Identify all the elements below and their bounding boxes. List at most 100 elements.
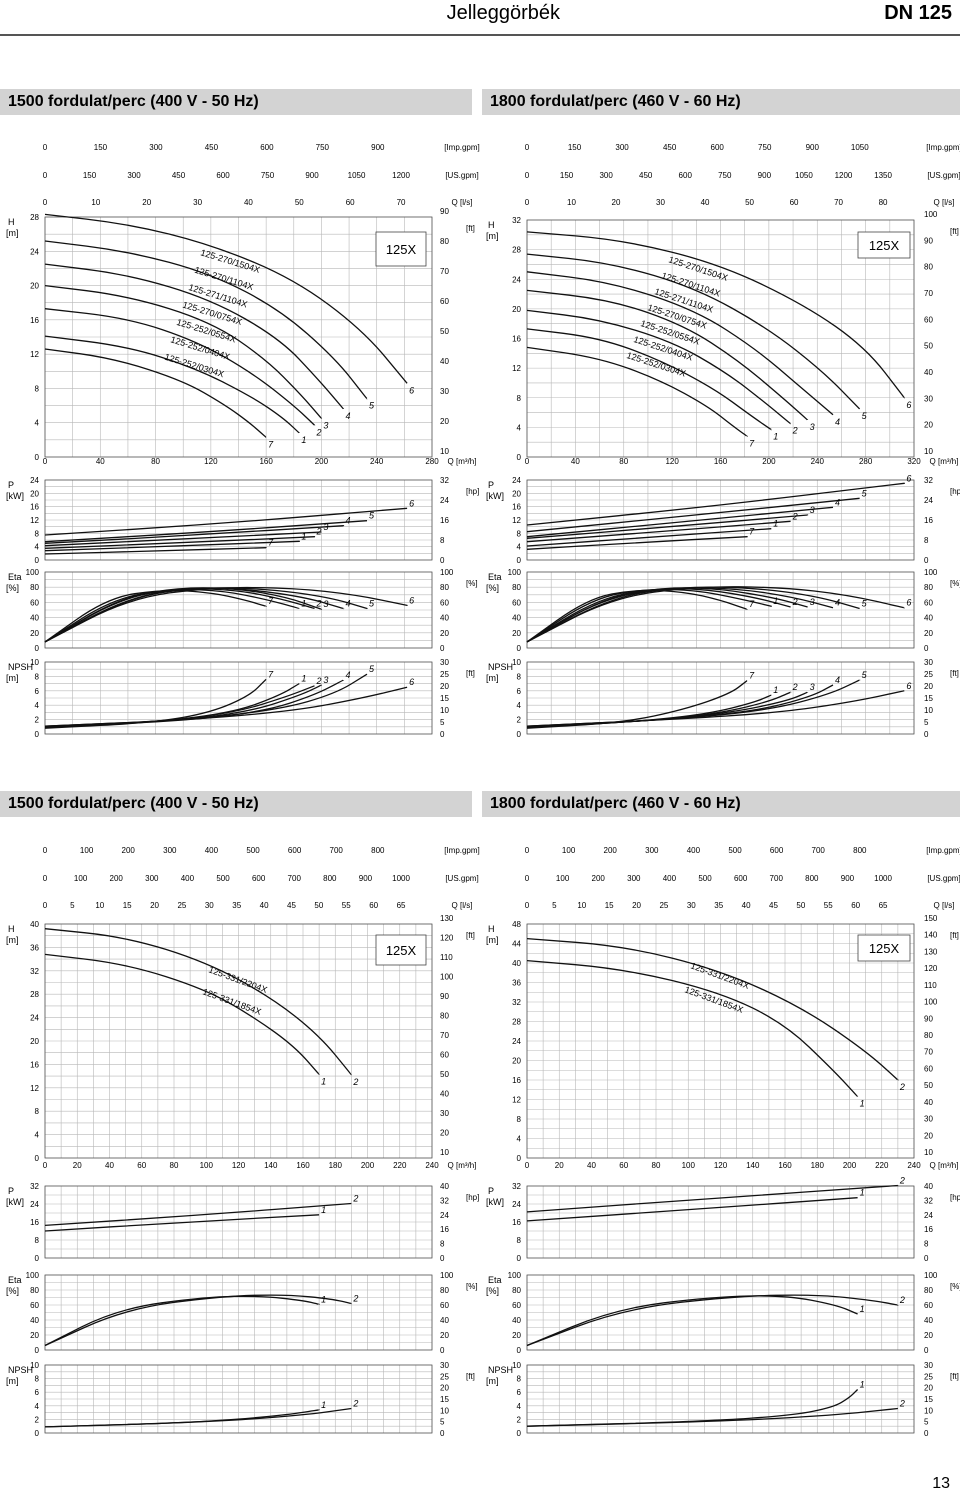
b-left-imp-tick: 800 bbox=[371, 846, 385, 855]
b-right-imp-tick: 400 bbox=[687, 846, 701, 855]
a-left-H-curve-6 bbox=[44, 213, 408, 384]
b-right-us-tick: 700 bbox=[770, 874, 784, 883]
b-right-P-rtick: 8 bbox=[924, 1240, 929, 1249]
a-right-P-rtick: 16 bbox=[924, 516, 933, 525]
b-left-H-ytick: 16 bbox=[30, 1060, 39, 1069]
a-right-us-tick: 300 bbox=[599, 171, 613, 180]
b-right-model-name: 125X bbox=[869, 941, 900, 956]
a-right-us-tick: 900 bbox=[758, 171, 772, 180]
a-left-H-label-unit: [m] bbox=[6, 228, 19, 238]
b-right-Eta-runit: [%] bbox=[950, 1282, 960, 1291]
a-left-P-label-unit: [kW] bbox=[6, 491, 24, 501]
a-left-P-curve-label-7: 7 bbox=[268, 538, 274, 548]
a-left-NPSH-curve-label-3: 3 bbox=[323, 675, 328, 685]
b-right-H-ytick: 32 bbox=[512, 998, 521, 1007]
a-right-NPSH-label-unit: [m] bbox=[486, 673, 499, 683]
b-left-NPSH-rtick: 0 bbox=[440, 1429, 445, 1438]
a-right-P-ytick: 12 bbox=[512, 516, 521, 525]
b-left-m3h-tick: 180 bbox=[329, 1161, 343, 1170]
b-left-model-name: 125X bbox=[386, 943, 417, 958]
b-left-us-tick: 300 bbox=[145, 874, 159, 883]
a-right-Eta-curve-5 bbox=[526, 586, 860, 643]
a-left-Eta-rtick: 0 bbox=[440, 644, 445, 653]
b-right-H-rtick: 50 bbox=[924, 1081, 933, 1090]
a-right-P-curve-3 bbox=[526, 514, 809, 539]
a-right-P-curve-label-5: 5 bbox=[862, 488, 868, 498]
b-right-m3h-tick: 60 bbox=[619, 1161, 628, 1170]
a-right-H-ytick: 20 bbox=[512, 305, 521, 314]
b-right-m3h-tick: 160 bbox=[778, 1161, 792, 1170]
a-right-H-ytick: 28 bbox=[512, 246, 521, 255]
b-left-ls-tick: 35 bbox=[232, 901, 241, 910]
a-left-NPSH-curve-label-4: 4 bbox=[346, 670, 351, 680]
a-left-imp-tick: 150 bbox=[94, 143, 108, 152]
a-right-m3h-unit: Q [m³/h] bbox=[930, 457, 959, 466]
a-left-NPSH-ytick: 6 bbox=[35, 687, 40, 696]
a-left-P-curve-label-6: 6 bbox=[409, 498, 414, 508]
a-left-m3h-unit: Q [m³/h] bbox=[448, 457, 477, 466]
a-left-P-curve-label-5: 5 bbox=[369, 511, 375, 521]
a-left-Eta-curve-7 bbox=[44, 589, 267, 643]
a-left-Eta-rtick: 20 bbox=[440, 629, 449, 638]
a-right-Eta-ytick: 80 bbox=[512, 583, 521, 592]
a-left-ls-tick: 60 bbox=[346, 198, 355, 207]
b-left-P-curve-label-1: 1 bbox=[321, 1205, 326, 1215]
a-left-imp-unit: [Imp.gpm] bbox=[444, 143, 480, 152]
b-left-NPSH-curve-label-2: 2 bbox=[352, 1399, 358, 1409]
b-left-NPSH-rtick: 15 bbox=[440, 1395, 449, 1404]
b-right-m3h-tick: 40 bbox=[587, 1161, 596, 1170]
b-right-P-curve-label-1: 1 bbox=[860, 1188, 865, 1198]
b-right-m3h-tick: 220 bbox=[875, 1161, 889, 1170]
a-left-imp-tick: 600 bbox=[260, 143, 274, 152]
a-right-ls-tick: 80 bbox=[879, 198, 888, 207]
b-left-P-label-name: P bbox=[8, 1186, 14, 1196]
b-left-Eta-ytick: 20 bbox=[30, 1331, 39, 1340]
b-right-H-rtick: 110 bbox=[924, 981, 937, 990]
a-left-Eta-ytick: 80 bbox=[30, 583, 39, 592]
a-right-Eta-ytick: 0 bbox=[517, 644, 522, 653]
a-left-Eta-curve-1 bbox=[44, 589, 300, 643]
b-left-model-label: 125-331/1854X bbox=[201, 986, 262, 1016]
b-right-ls-tick: 5 bbox=[552, 901, 557, 910]
b-left-imp-tick: 700 bbox=[330, 846, 344, 855]
a-left-NPSH-curve-label-5: 5 bbox=[369, 664, 375, 674]
a-left-P-curve-1 bbox=[44, 540, 300, 552]
a-right-H-curve-1 bbox=[526, 328, 772, 431]
b-right-Eta-ytick: 80 bbox=[512, 1286, 521, 1295]
a-left-Eta-label-unit: [%] bbox=[6, 583, 19, 593]
a-left-Eta-curve-5 bbox=[44, 587, 368, 643]
a-left-H-curve-label-4: 4 bbox=[346, 411, 351, 421]
a-left-Eta-rtick: 40 bbox=[440, 614, 449, 623]
b-right-H-label-unit: [m] bbox=[486, 935, 499, 945]
a-right-ls-tick: 10 bbox=[567, 198, 576, 207]
a-right-Eta-curve-7 bbox=[526, 589, 748, 643]
a-left-m3h-tick: 240 bbox=[370, 457, 384, 466]
b-left-m3h-tick: 40 bbox=[105, 1161, 114, 1170]
a-left-model-name: 125X bbox=[386, 242, 417, 257]
a-right-NPSH-rtick: 20 bbox=[924, 682, 933, 691]
a-right-Eta-ytick: 40 bbox=[512, 614, 521, 623]
b-left-imp-tick: 300 bbox=[163, 846, 177, 855]
section-a-left-heading: 1500 fordulat/perc (400 V - 50 Hz) bbox=[0, 89, 472, 115]
a-left-H-curve-label-7: 7 bbox=[268, 439, 274, 449]
b-right-ls-tick: 50 bbox=[796, 901, 805, 910]
a-left-m3h-tick: 40 bbox=[96, 457, 105, 466]
b-right-H-frame bbox=[526, 923, 915, 1159]
b-right-ls-tick: 30 bbox=[687, 901, 696, 910]
b-left-P-rtick: 40 bbox=[440, 1182, 449, 1191]
a-right-H-curve-label-5: 5 bbox=[862, 411, 868, 421]
a-right-P-curve-label-4: 4 bbox=[835, 497, 840, 507]
a-right-Eta-rtick: 100 bbox=[924, 568, 938, 577]
a-left-H-curve-label-5: 5 bbox=[369, 401, 375, 411]
b-left-H-label-unit: [m] bbox=[6, 935, 19, 945]
b-left-imp-tick: 600 bbox=[288, 846, 302, 855]
b-left-us-tick: 500 bbox=[216, 874, 230, 883]
b-right-us-tick: 600 bbox=[734, 874, 748, 883]
a-right-NPSH-curve-label-4: 4 bbox=[835, 675, 840, 685]
a-right-Eta-ytick: 100 bbox=[508, 568, 522, 577]
a-right-H-ytick: 16 bbox=[512, 335, 521, 344]
b-right-Eta-rtick: 0 bbox=[924, 1346, 929, 1355]
a-right-imp-unit: [Imp.gpm] bbox=[926, 143, 960, 152]
a-right-P-ytick: 16 bbox=[512, 503, 521, 512]
b-left-us-tick: 700 bbox=[288, 874, 302, 883]
